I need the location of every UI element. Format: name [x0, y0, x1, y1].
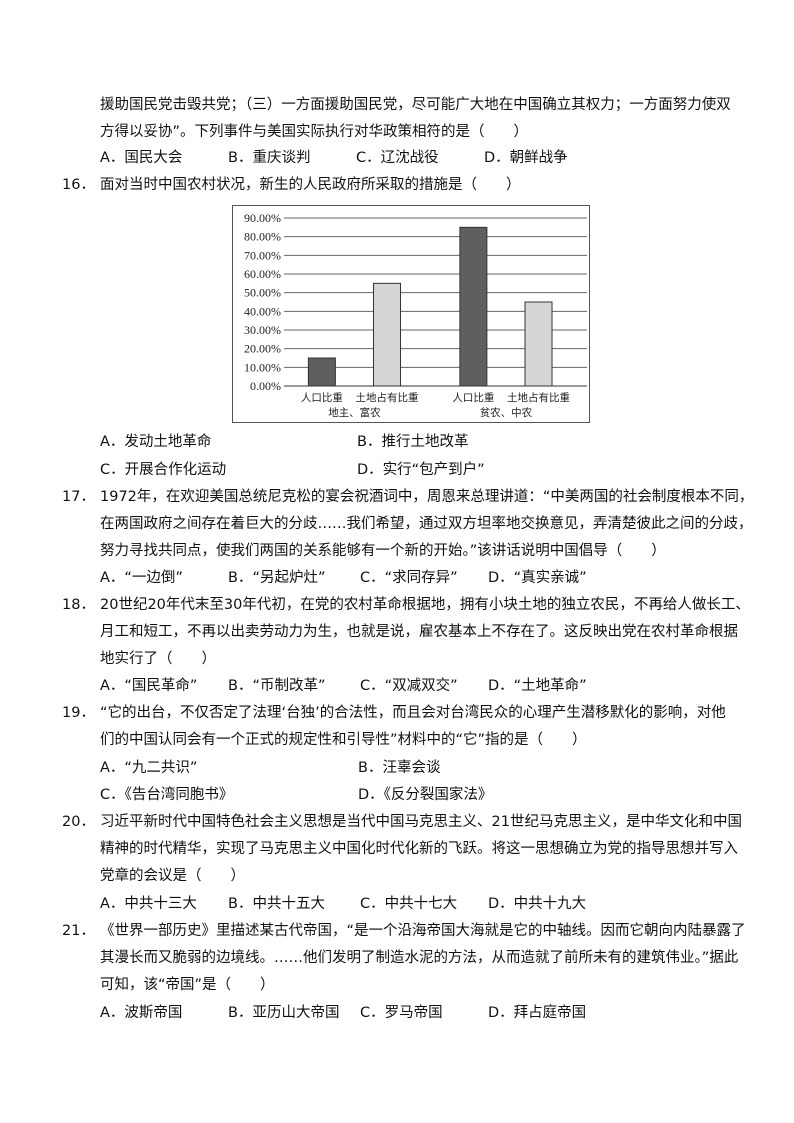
question-text-line: 在两国政府之间存在着巨大的分歧……我们希望，通过双方坦率地交换意见，弄清楚彼此之… — [100, 516, 753, 532]
option-d[interactable]: D．《反分裂国家法》 — [358, 787, 493, 803]
option-d[interactable]: D．实行“包产到户” — [357, 462, 485, 478]
option-c[interactable]: C．罗马帝国 — [360, 1005, 443, 1021]
question-text-line: 习近平新时代中国特色社会主义思想是当代中国马克思主义、21世纪马克思主义，是中华… — [100, 814, 742, 830]
option-b[interactable]: B．亚历山大帝国 — [228, 1005, 340, 1021]
y-tick-label: 70.00% — [244, 248, 281, 262]
option-d[interactable]: D．“真实亲诚” — [488, 570, 587, 586]
question-text-line: 方得以妥协”。下列事件与美国实际执行对华政策相符的是（ ） — [100, 124, 529, 140]
question-text-line: “它的出台，不仅否定了法理‘台独’的合法性，而且会对台湾民众的心理产生潜移默化的… — [100, 705, 726, 721]
option-a[interactable]: A．“一边倒” — [100, 570, 183, 586]
option-a[interactable]: A．发动土地革命 — [100, 434, 212, 450]
group-label: 贫农、中农 — [480, 406, 533, 419]
y-tick-label: 20.00% — [244, 342, 281, 356]
option-b[interactable]: B．中共十五大 — [228, 896, 325, 912]
option-a[interactable]: A．国民大会 — [100, 150, 183, 166]
question-text-line: 努力寻找共同点，使我们两国的关系能够有一个新的开始。”该讲话说明中国倡导（ ） — [100, 543, 666, 559]
question-number: 18． — [62, 597, 95, 613]
question-text-line: 面对当时中国农村状况，新生的人民政府所采取的措施是（ ） — [100, 177, 521, 193]
y-tick-label: 50.00% — [244, 286, 281, 300]
question-text-line: 月工和短工，不再以出卖劳动力为生，也就是说，雇农基本上不存在了。这反映出党在农村… — [100, 624, 738, 640]
question-number: 17． — [62, 489, 95, 505]
option-a[interactable]: A．“国民革命” — [100, 678, 198, 694]
bar — [459, 226, 488, 387]
option-c[interactable]: C．中共十七大 — [360, 896, 458, 912]
category-label: 人口比重 — [301, 391, 343, 404]
option-d[interactable]: D．朝鲜战争 — [484, 150, 568, 166]
bar — [524, 301, 553, 387]
question-text-line: 们的中国认同会有一个正式的规定性和引导性”材料中的“它”指的是（ ） — [100, 732, 587, 748]
question-number: 20． — [62, 814, 95, 830]
y-tick-label: 40.00% — [244, 304, 281, 318]
question-text-line: 《世界一部历史》里描述某古代帝国，“是一个沿海帝国大海就是它的中轴线。因而它朝向… — [100, 923, 746, 939]
option-a[interactable]: A．波斯帝国 — [100, 1005, 183, 1021]
option-a[interactable]: A．中共十三大 — [100, 896, 197, 912]
y-tick-label: 30.00% — [244, 323, 281, 337]
question-text-line: 精神的时代精华，实现了马克思主义中国化时代化新的飞跃。将这一思想确立为党的指导思… — [100, 841, 738, 857]
option-b[interactable]: B．重庆谈判 — [228, 150, 311, 166]
option-c[interactable]: C．“双减双交” — [360, 678, 458, 694]
y-tick-label: 0.00% — [250, 379, 281, 393]
category-label: 土地占有比重 — [507, 391, 570, 404]
bar — [373, 282, 402, 387]
y-tick-label: 60.00% — [244, 267, 281, 281]
option-c[interactable]: C．辽沈战役 — [356, 150, 439, 166]
bar — [307, 357, 336, 387]
question-text-line: 地实行了（ ） — [100, 651, 216, 667]
option-c[interactable]: C．《告台湾同胞书》 — [100, 787, 234, 803]
option-b[interactable]: B．“另起炉灶” — [228, 570, 326, 586]
bar-chart: 0.00% 10.00% 20.00% 30.00% 40.00% 50.00% 60.00… — [232, 205, 590, 423]
question-text-line: 20世纪20年代末至30年代初，在党的农村革命根据地，拥有小块土地的独立农民，不… — [100, 597, 750, 613]
option-a[interactable]: A．“九二共识” — [100, 760, 198, 776]
option-c[interactable]: C．“求同存异” — [360, 570, 458, 586]
option-b[interactable]: B．推行土地改革 — [357, 434, 469, 450]
option-c[interactable]: C．开展合作化运动 — [100, 462, 227, 478]
group-label: 地主、富农 — [328, 406, 381, 419]
y-tick-label: 90.00% — [244, 211, 281, 225]
question-number: 19． — [62, 705, 95, 721]
option-b[interactable]: B．“币制改革” — [228, 678, 326, 694]
question-text-line: 其漫长而又脆弱的边境线。……他们发明了制造水泥的方法，从而造就了前所未有的建筑伟… — [100, 950, 739, 966]
option-b[interactable]: B．汪辜会谈 — [358, 760, 441, 776]
category-label: 人口比重 — [452, 391, 494, 404]
option-d[interactable]: D．中共十九大 — [488, 896, 587, 912]
option-d[interactable]: D．拜占庭帝国 — [488, 1005, 587, 1021]
question-number: 16． — [62, 177, 95, 193]
y-tick-label: 10.00% — [244, 360, 281, 374]
question-number: 21． — [62, 923, 95, 939]
chart-svg: 0.00% 10.00% 20.00% 30.00% 40.00% 50.00% 60.00… — [244, 211, 587, 419]
y-tick-label: 80.00% — [244, 230, 281, 244]
question-text-line: 援助国民党击毁共党；（三）一方面援助国民党，尽可能广大地在中国确立其权力；一方面… — [100, 97, 731, 113]
category-label: 土地占有比重 — [356, 391, 419, 404]
option-d[interactable]: D．“土地革命” — [488, 678, 587, 694]
question-text-line: 1972年，在欢迎美国总统尼克松的宴会祝酒词中，周恩来总理讲道：“中美两国的社会… — [100, 489, 754, 505]
question-text-line: 可知，该“帝国”是（ ） — [100, 977, 275, 993]
question-text-line: 党章的会议是（ ） — [100, 868, 245, 884]
